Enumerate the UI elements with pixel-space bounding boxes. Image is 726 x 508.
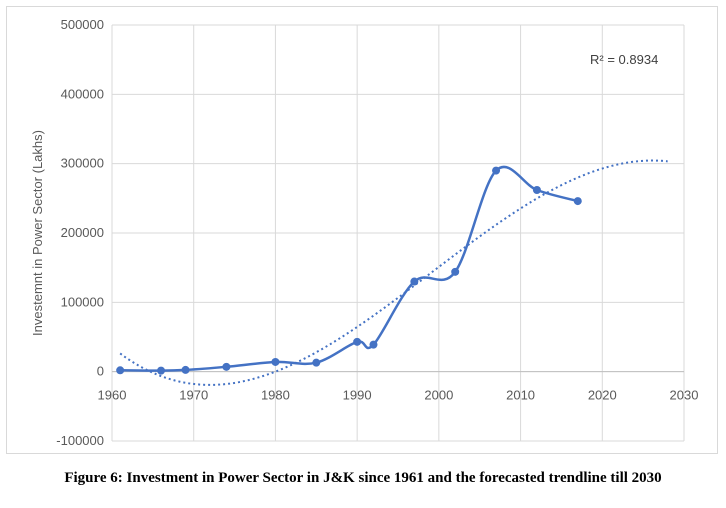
y-tick-label: 200000 [61,225,104,240]
y-tick-label: 0 [97,364,104,379]
data-point [353,337,362,346]
series-group [116,165,582,375]
x-tick-label: 2020 [588,388,617,403]
data-point [312,358,321,367]
y-tick-label: 400000 [61,86,104,101]
x-tick-label: 2010 [506,388,535,403]
figure-caption: Figure 6: Investment in Power Sector in … [64,470,662,486]
x-tick-label: 1990 [343,388,372,403]
x-tick-label: 1970 [179,388,208,403]
x-tick-label: 1960 [98,388,127,403]
tick-labels: -100000 0 100000 200000 300000 400000 500000 19… [56,17,698,448]
y-axis-title: Investemnt in Power Sector (Lakhs) [30,130,45,336]
x-tick-label: 2030 [670,388,699,403]
data-point [369,340,378,349]
data-point [573,197,582,206]
y-tick-label: 500000 [61,17,104,32]
data-point [410,277,419,286]
data-point [532,186,541,195]
y-tick-label: 100000 [61,294,104,309]
data-point [181,365,190,374]
series-line [120,165,579,372]
data-point [222,362,231,371]
data-point [157,366,166,375]
data-point [116,366,125,375]
data-point [451,267,460,276]
chart-svg: -100000 0 100000 200000 300000 400000 500000 19… [30,17,698,448]
r-squared-label: R² = 0.8934 [590,52,658,67]
y-tick-label: -100000 [56,433,104,448]
x-tick-label: 2000 [424,388,453,403]
x-tick-label: 1980 [261,388,290,403]
chart-area [6,6,718,454]
trendline [119,159,668,386]
data-point [492,166,501,175]
trendline-group [119,159,668,386]
gridlines [111,24,685,442]
data-point [271,357,280,366]
y-tick-label: 300000 [61,156,104,171]
